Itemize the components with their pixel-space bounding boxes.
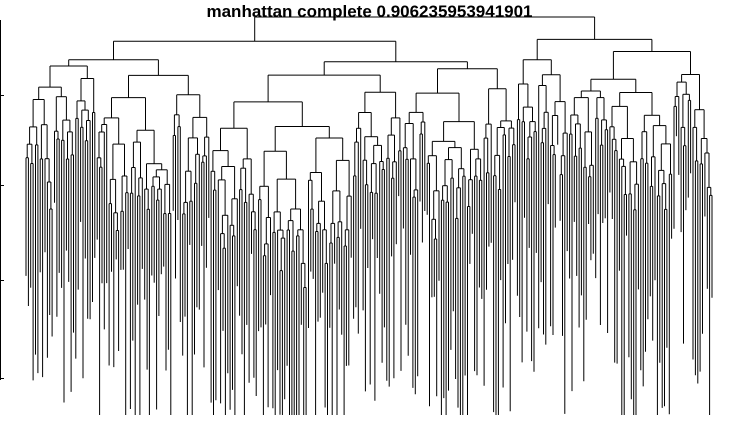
y-axis-tick xyxy=(0,378,4,379)
y-axis-line xyxy=(0,20,1,380)
y-axis-tick xyxy=(0,185,4,186)
y-axis-tick xyxy=(0,95,4,96)
y-axis-tick xyxy=(0,280,4,281)
chart-title: manhattan complete 0.906235953941901 xyxy=(206,2,533,21)
